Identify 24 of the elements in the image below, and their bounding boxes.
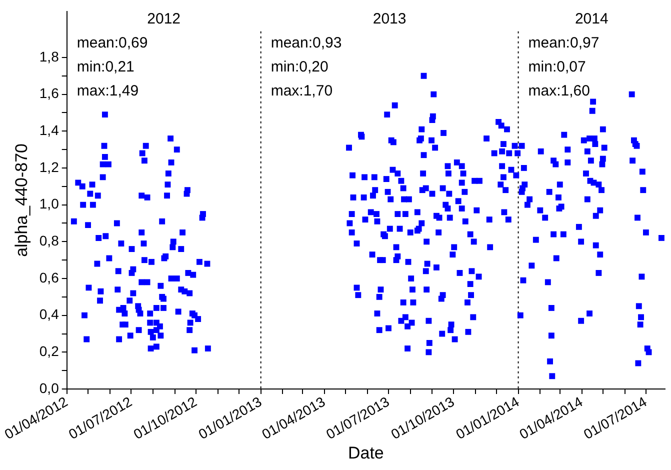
annotation: 2012 (147, 10, 181, 28)
x-axis-title: Date (348, 443, 384, 462)
y-tick-label: 0,2 (39, 343, 60, 360)
annotation: max:1,70 (270, 82, 333, 100)
y-tick-label: 1,8 (39, 48, 60, 64)
annotation: min:0,07 (528, 58, 586, 76)
annotation: 2014 (574, 10, 608, 28)
annotation: min:0,21 (76, 58, 134, 76)
annotation: min:0,20 (270, 58, 328, 76)
annotation: max:1,49 (76, 82, 139, 100)
y-tick-label: 1,6 (39, 85, 60, 102)
annotation: mean:0,93 (270, 34, 342, 52)
y-tick-label: 1,4 (39, 122, 60, 138)
annotation: 2013 (372, 10, 406, 28)
y-tick-label: 0,4 (39, 306, 60, 322)
y-tick-label: 0,0 (39, 380, 60, 396)
annotation: max:1,60 (528, 82, 590, 100)
annotation: mean:0,97 (528, 34, 600, 52)
annotation: mean:0,69 (76, 34, 148, 52)
y-axis-title: alpha_440-870 (12, 143, 31, 257)
y-tick-label: 1,2 (39, 158, 60, 175)
y-tick-label: 1,0 (39, 196, 60, 212)
y-tick-label: 0,8 (39, 232, 60, 249)
y-tick-label: 0,6 (39, 269, 60, 286)
